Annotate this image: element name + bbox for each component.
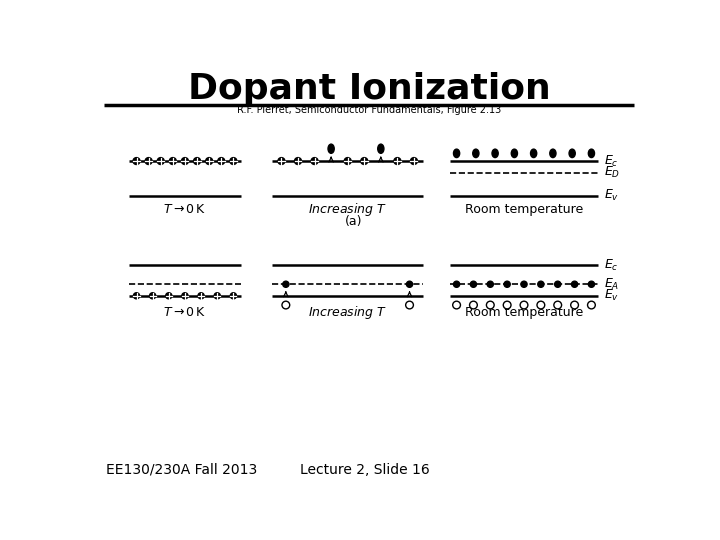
Text: Increasing $T$: Increasing $T$ bbox=[308, 304, 387, 321]
Circle shape bbox=[454, 281, 459, 287]
Circle shape bbox=[282, 301, 289, 309]
Circle shape bbox=[394, 158, 401, 165]
Circle shape bbox=[470, 281, 477, 287]
Circle shape bbox=[554, 301, 562, 309]
Circle shape bbox=[133, 158, 140, 165]
Ellipse shape bbox=[454, 149, 459, 158]
Circle shape bbox=[410, 158, 418, 165]
Circle shape bbox=[230, 158, 237, 165]
Text: $E_A$: $E_A$ bbox=[604, 276, 619, 292]
Text: Room temperature: Room temperature bbox=[465, 306, 583, 319]
Circle shape bbox=[169, 158, 176, 165]
Circle shape bbox=[520, 301, 528, 309]
Circle shape bbox=[588, 281, 595, 287]
Circle shape bbox=[194, 158, 201, 165]
Text: Lecture 2, Slide 16: Lecture 2, Slide 16 bbox=[300, 463, 430, 477]
Circle shape bbox=[504, 281, 510, 287]
Ellipse shape bbox=[378, 144, 384, 153]
Text: $E_c$: $E_c$ bbox=[604, 153, 618, 168]
Circle shape bbox=[453, 301, 461, 309]
Ellipse shape bbox=[550, 149, 556, 158]
Circle shape bbox=[521, 281, 527, 287]
Ellipse shape bbox=[569, 149, 575, 158]
Ellipse shape bbox=[328, 144, 334, 153]
Circle shape bbox=[214, 293, 220, 299]
Circle shape bbox=[230, 293, 236, 299]
Circle shape bbox=[406, 281, 413, 287]
Circle shape bbox=[554, 281, 561, 287]
Circle shape bbox=[311, 158, 318, 165]
Ellipse shape bbox=[492, 149, 498, 158]
Text: $E_v$: $E_v$ bbox=[604, 188, 619, 203]
Ellipse shape bbox=[511, 149, 518, 158]
Ellipse shape bbox=[531, 149, 536, 158]
Circle shape bbox=[503, 301, 511, 309]
Circle shape bbox=[294, 158, 302, 165]
Circle shape bbox=[487, 281, 493, 287]
Circle shape bbox=[469, 301, 477, 309]
Circle shape bbox=[361, 158, 368, 165]
Circle shape bbox=[182, 293, 188, 299]
Text: $E_v$: $E_v$ bbox=[604, 288, 619, 303]
Text: $T \rightarrow 0\,\mathrm{K}$: $T \rightarrow 0\,\mathrm{K}$ bbox=[163, 306, 207, 319]
Text: $E_c$: $E_c$ bbox=[604, 258, 618, 273]
Circle shape bbox=[217, 158, 225, 165]
Circle shape bbox=[157, 158, 164, 165]
Text: R.F. Pierret, Semiconductor Fundamentals, Figure 2.13: R.F. Pierret, Semiconductor Fundamentals… bbox=[237, 105, 501, 115]
Circle shape bbox=[405, 301, 413, 309]
Circle shape bbox=[537, 301, 545, 309]
Circle shape bbox=[133, 293, 140, 299]
Text: Room temperature: Room temperature bbox=[465, 203, 583, 216]
Ellipse shape bbox=[473, 149, 479, 158]
Circle shape bbox=[283, 281, 289, 287]
Circle shape bbox=[206, 158, 212, 165]
Circle shape bbox=[181, 158, 189, 165]
Circle shape bbox=[572, 281, 577, 287]
Circle shape bbox=[487, 301, 494, 309]
Circle shape bbox=[588, 301, 595, 309]
Circle shape bbox=[571, 301, 578, 309]
Text: EE130/230A Fall 2013: EE130/230A Fall 2013 bbox=[106, 463, 257, 477]
Circle shape bbox=[150, 293, 156, 299]
Circle shape bbox=[278, 158, 285, 165]
Circle shape bbox=[538, 281, 544, 287]
Circle shape bbox=[145, 158, 152, 165]
Ellipse shape bbox=[588, 149, 595, 158]
Circle shape bbox=[198, 293, 204, 299]
Text: $T \rightarrow 0\,\mathrm{K}$: $T \rightarrow 0\,\mathrm{K}$ bbox=[163, 203, 207, 216]
Text: Dopant Ionization: Dopant Ionization bbox=[188, 72, 550, 106]
Circle shape bbox=[344, 158, 351, 165]
Circle shape bbox=[166, 293, 172, 299]
Text: Increasing $T$: Increasing $T$ bbox=[308, 201, 387, 218]
Text: (a): (a) bbox=[345, 215, 362, 228]
Text: $E_D$: $E_D$ bbox=[604, 165, 620, 180]
